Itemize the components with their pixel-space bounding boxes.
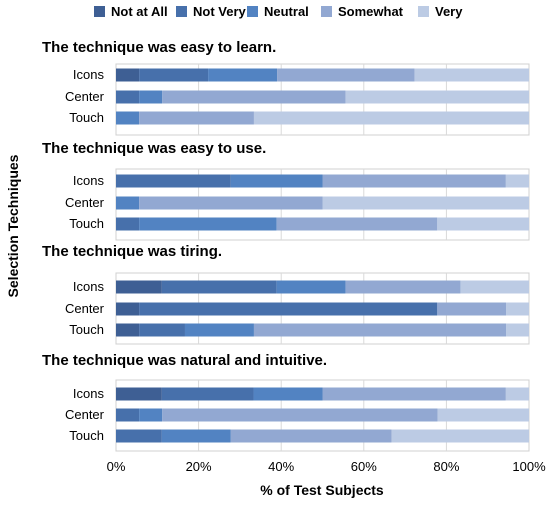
bar-segment-0-0-4 <box>414 68 529 82</box>
bar-segment-3-1-2 <box>139 408 163 422</box>
bar-segment-0-1-2 <box>139 90 163 104</box>
bar-segment-2-1-0 <box>116 302 140 316</box>
bar-segment-2-2-4 <box>506 323 529 337</box>
x-tick-label-4: 80% <box>433 459 459 474</box>
bar-segment-1-1-2 <box>116 196 140 210</box>
legend-swatch-0 <box>94 6 105 17</box>
bar-segment-3-2-1 <box>116 429 162 443</box>
bar-segment-1-1-3 <box>139 196 323 210</box>
bar-segment-2-2-0 <box>116 323 140 337</box>
bar-segment-0-1-3 <box>162 90 346 104</box>
bar-segment-1-0-2 <box>230 174 323 188</box>
bar-segment-0-1-1 <box>116 90 140 104</box>
legend-swatch-1 <box>176 6 187 17</box>
bar-segment-3-1-3 <box>162 408 438 422</box>
bar-segment-1-0-1 <box>116 174 231 188</box>
legend-swatch-4 <box>418 6 429 17</box>
bar-segment-1-2-1 <box>116 217 140 231</box>
bar-segment-1-2-3 <box>276 217 438 231</box>
category-label-2-1: Center <box>65 301 105 316</box>
bar-segment-3-2-4 <box>391 429 529 443</box>
category-label-3-0: Icons <box>73 386 105 401</box>
category-label-3-1: Center <box>65 407 105 422</box>
bar-segment-3-2-3 <box>230 429 392 443</box>
bar-segment-0-2-3 <box>139 111 254 125</box>
x-tick-label-2: 40% <box>268 459 294 474</box>
bar-segment-3-2-2 <box>161 429 231 443</box>
category-label-3-2: Touch <box>69 428 104 443</box>
panel-title-1: The technique was easy to use. <box>42 140 266 157</box>
category-label-1-2: Touch <box>69 216 104 231</box>
bar-segment-0-2-2 <box>116 111 140 125</box>
x-tick-label-3: 60% <box>351 459 377 474</box>
bar-segment-3-0-0 <box>116 387 162 401</box>
category-label-2-2: Touch <box>69 322 104 337</box>
bar-segment-1-0-3 <box>322 174 506 188</box>
bar-segment-2-2-3 <box>253 323 507 337</box>
category-label-0-0: Icons <box>73 67 105 82</box>
bar-segment-3-0-3 <box>322 387 506 401</box>
x-tick-label-1: 20% <box>186 459 212 474</box>
panel-title-0: The technique was easy to learn. <box>42 39 276 56</box>
bar-segment-3-0-4 <box>505 387 529 401</box>
bar-segment-0-1-4 <box>345 90 529 104</box>
x-tick-label-5: 100% <box>512 459 546 474</box>
category-label-2-0: Icons <box>73 279 105 294</box>
bar-segment-2-1-4 <box>506 302 529 316</box>
bar-segment-2-1-1 <box>139 302 438 316</box>
panel-title-2: The technique was tiring. <box>42 243 222 260</box>
bar-segment-2-2-1 <box>139 323 185 337</box>
bar-segment-2-0-3 <box>345 280 461 294</box>
bar-segment-2-0-2 <box>276 280 346 294</box>
legend-label-4: Very <box>435 4 463 19</box>
bar-segment-2-1-3 <box>437 302 507 316</box>
bar-segment-2-0-1 <box>161 280 277 294</box>
legend-label-3: Somewhat <box>338 4 404 19</box>
bar-segment-2-0-0 <box>116 280 162 294</box>
panel-title-3: The technique was natural and intuitive. <box>42 352 327 369</box>
bar-segment-2-2-2 <box>184 323 254 337</box>
bar-segment-0-0-0 <box>116 68 140 82</box>
bar-segment-0-0-2 <box>208 68 278 82</box>
legend-swatch-2 <box>247 6 258 17</box>
legend-label-2: Neutral <box>264 4 309 19</box>
bar-segment-1-1-4 <box>322 196 529 210</box>
category-label-1-0: Icons <box>73 173 105 188</box>
bar-segment-0-0-1 <box>139 68 209 82</box>
y-axis-title: Selection Techniques <box>5 154 21 297</box>
bar-segment-1-2-2 <box>139 217 277 231</box>
category-label-1-1: Center <box>65 195 105 210</box>
bar-segment-1-2-4 <box>437 217 529 231</box>
x-axis-title: % of Test Subjects <box>260 482 384 498</box>
category-label-0-2: Touch <box>69 110 104 125</box>
bar-segment-2-0-4 <box>460 280 529 294</box>
x-tick-label-0: 0% <box>107 459 126 474</box>
bar-segment-1-0-4 <box>505 174 529 188</box>
legend-swatch-3 <box>321 6 332 17</box>
legend-label-1: Not Very <box>193 4 247 19</box>
bar-segment-3-0-1 <box>161 387 254 401</box>
bar-segment-3-0-2 <box>253 387 323 401</box>
bar-segment-0-2-4 <box>253 111 529 125</box>
bar-segment-3-1-1 <box>116 408 140 422</box>
bar-segment-0-0-3 <box>277 68 415 82</box>
legend-label-0: Not at All <box>111 4 168 19</box>
category-label-0-1: Center <box>65 89 105 104</box>
bar-segment-3-1-4 <box>437 408 529 422</box>
